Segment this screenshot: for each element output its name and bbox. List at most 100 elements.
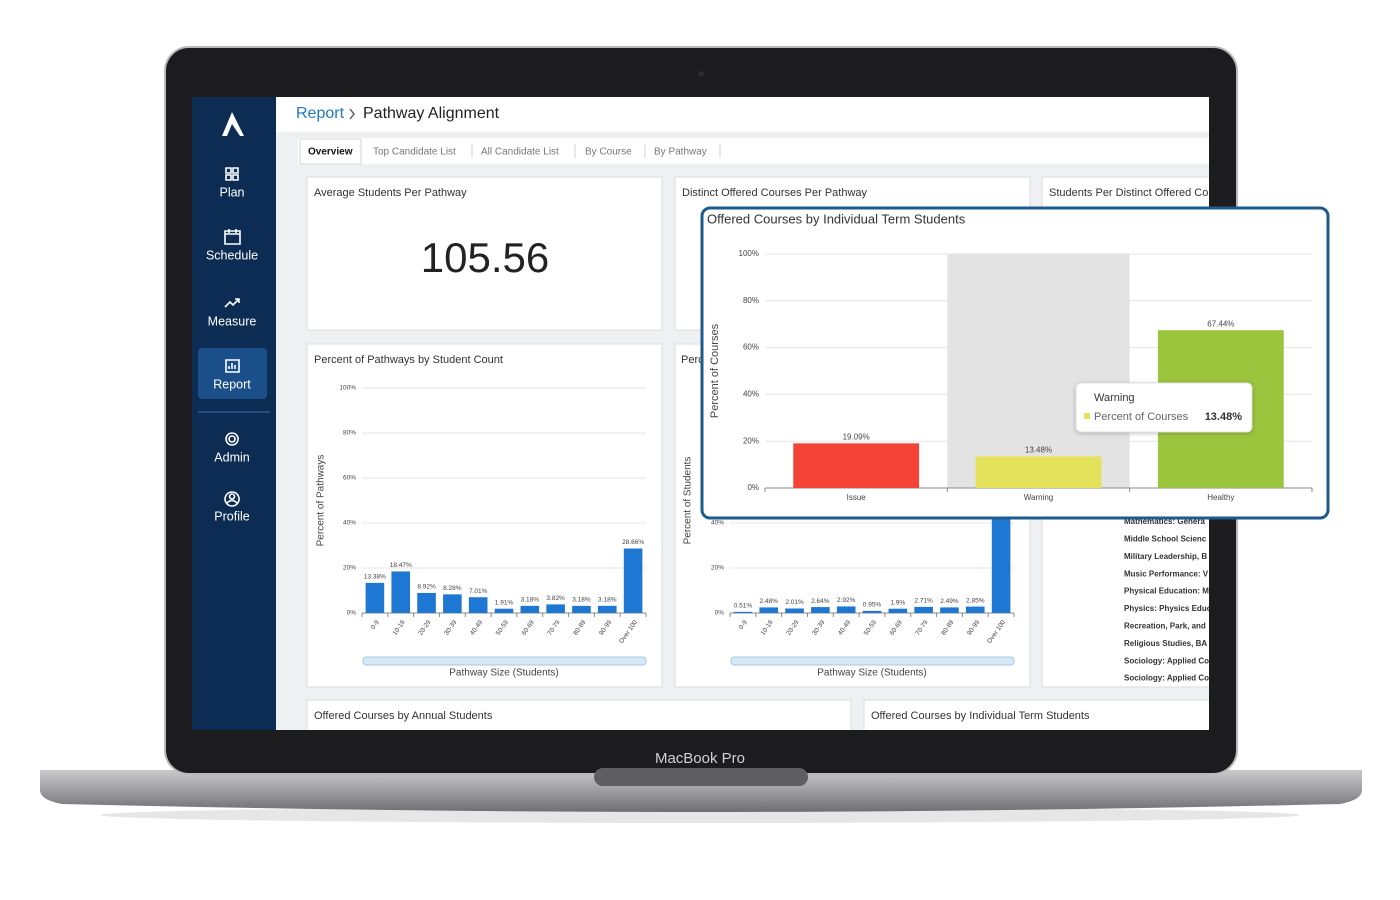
bar	[759, 607, 779, 613]
tab-active-bg	[299, 138, 362, 165]
bar	[888, 608, 908, 613]
breadcrumb-chevron	[349, 108, 355, 120]
tab[interactable]: By Course	[585, 147, 632, 158]
sidebar	[192, 97, 276, 730]
tab-bar	[298, 138, 1209, 164]
chart-title: Percent of Pathways by Student Count	[314, 354, 503, 366]
nav-icon[interactable]	[225, 359, 240, 373]
tab[interactable]: Overview	[308, 147, 353, 158]
course-name: Music Performance: V	[1124, 569, 1209, 578]
data-label: 13.38%	[364, 574, 386, 581]
data-label: 19.09%	[843, 432, 870, 441]
y-tick-label: 40%	[743, 390, 759, 399]
laptop-label: MacBook Pro	[655, 750, 745, 767]
data-label: 2.92%	[837, 597, 856, 604]
x-tick-label: 0-9	[370, 619, 381, 631]
bar	[836, 606, 856, 613]
data-label: 8.28%	[443, 585, 462, 592]
nav-label[interactable]: Schedule	[206, 248, 258, 262]
data-label: 2.01%	[785, 599, 804, 606]
data-label: 0.95%	[863, 602, 882, 609]
nav-label[interactable]: Profile	[214, 509, 249, 523]
card	[306, 343, 663, 688]
nav-label[interactable]: Admin	[214, 450, 249, 464]
popup: Offered Courses by Individual Term Stude…	[700, 206, 1330, 520]
tooltip-value: 13.48%	[1205, 411, 1243, 423]
y-axis-label: Percent of Pathways	[316, 455, 327, 547]
bar	[965, 606, 985, 613]
bar	[546, 604, 565, 613]
course-name: Physical Education: M	[1124, 587, 1209, 596]
card	[863, 699, 1209, 730]
data-label: 2.49%	[940, 598, 959, 605]
x-tick-label: Healthy	[1207, 493, 1234, 502]
y-tick-label: 40%	[711, 520, 724, 527]
bar	[391, 571, 411, 613]
course-name: Military Leadership, B	[1124, 552, 1207, 561]
bar	[940, 607, 959, 613]
data-label: 3.18%	[521, 597, 540, 604]
x-tick-label: 0-9	[738, 619, 749, 631]
course-name: Religious Studies, BA	[1124, 639, 1207, 648]
bar	[733, 611, 753, 613]
card-title: Students Per Distinct Offered Co	[1049, 187, 1208, 199]
x-tick-label: Warning	[1024, 493, 1054, 502]
y-tick-label: 40%	[343, 520, 356, 527]
data-label: 0.51%	[734, 603, 753, 610]
scrollbar	[362, 656, 647, 666]
course-name: Sociology: Applied Co	[1124, 656, 1209, 665]
card-title: Distinct Offered Courses Per Pathway	[682, 187, 868, 199]
course-name: Physics: Physics Educ	[1124, 604, 1212, 613]
y-tick-label: 0%	[347, 610, 357, 617]
data-label: 3.18%	[598, 597, 617, 604]
nav-icon[interactable]	[224, 298, 240, 308]
nav-icon[interactable]	[224, 229, 241, 245]
data-label: 18.47%	[390, 562, 412, 569]
y-axis-label: Percent of Courses	[709, 323, 721, 418]
card-title: Offered Courses by Individual Term Stude…	[871, 710, 1090, 722]
data-label: 2.85%	[966, 597, 985, 604]
tab[interactable]: All Candidate List	[481, 147, 559, 158]
data-label: 2.64%	[811, 598, 830, 605]
bar	[811, 607, 830, 613]
floor-shadow	[100, 807, 1300, 823]
nav-label[interactable]: Plan	[219, 185, 244, 199]
tab[interactable]: By Pathway	[654, 147, 707, 158]
data-label: 28.66%	[622, 539, 644, 546]
x-axis-label: Pathway Size (Students)	[817, 668, 927, 679]
tooltip-series: Percent of Courses	[1094, 411, 1189, 423]
data-label: 13.48%	[1025, 446, 1052, 455]
nav-icon[interactable]	[224, 491, 240, 507]
bar	[417, 592, 436, 613]
tab[interactable]: Top Candidate List	[373, 147, 456, 158]
course-name: Middle School Scienc	[1124, 535, 1207, 544]
breadcrumb-link[interactable]: Report	[296, 105, 345, 122]
card-value: 105.56	[421, 234, 549, 281]
data-label: 2.71%	[914, 598, 933, 605]
nav-label[interactable]: Report	[213, 377, 251, 391]
nav-icon[interactable]	[225, 432, 239, 446]
x-tick-label: Issue	[847, 493, 867, 502]
header-bar	[276, 97, 1209, 132]
y-tick-label: 20%	[743, 436, 759, 445]
chart-title: Offered Courses by Individual Term Stude…	[707, 211, 966, 226]
card-title: Offered Courses by Annual Students	[314, 710, 493, 722]
bar	[793, 443, 920, 488]
scrollbar	[730, 656, 1015, 666]
bar	[468, 597, 488, 613]
bar	[785, 608, 804, 613]
logo	[222, 112, 244, 136]
chart-title: Perc	[681, 354, 704, 366]
bar	[862, 610, 882, 613]
bar	[443, 594, 462, 613]
camera	[698, 71, 704, 77]
y-tick-label: 0%	[715, 610, 725, 617]
card-title: Average Students Per Pathway	[314, 187, 467, 199]
data-label: 1.9%	[890, 599, 905, 606]
data-label: 3.82%	[546, 595, 565, 602]
course-name: Sociology: Applied Co	[1124, 674, 1209, 683]
nav-label[interactable]: Measure	[208, 314, 257, 328]
tooltip	[1075, 382, 1253, 433]
nav-icon[interactable]	[225, 167, 239, 181]
